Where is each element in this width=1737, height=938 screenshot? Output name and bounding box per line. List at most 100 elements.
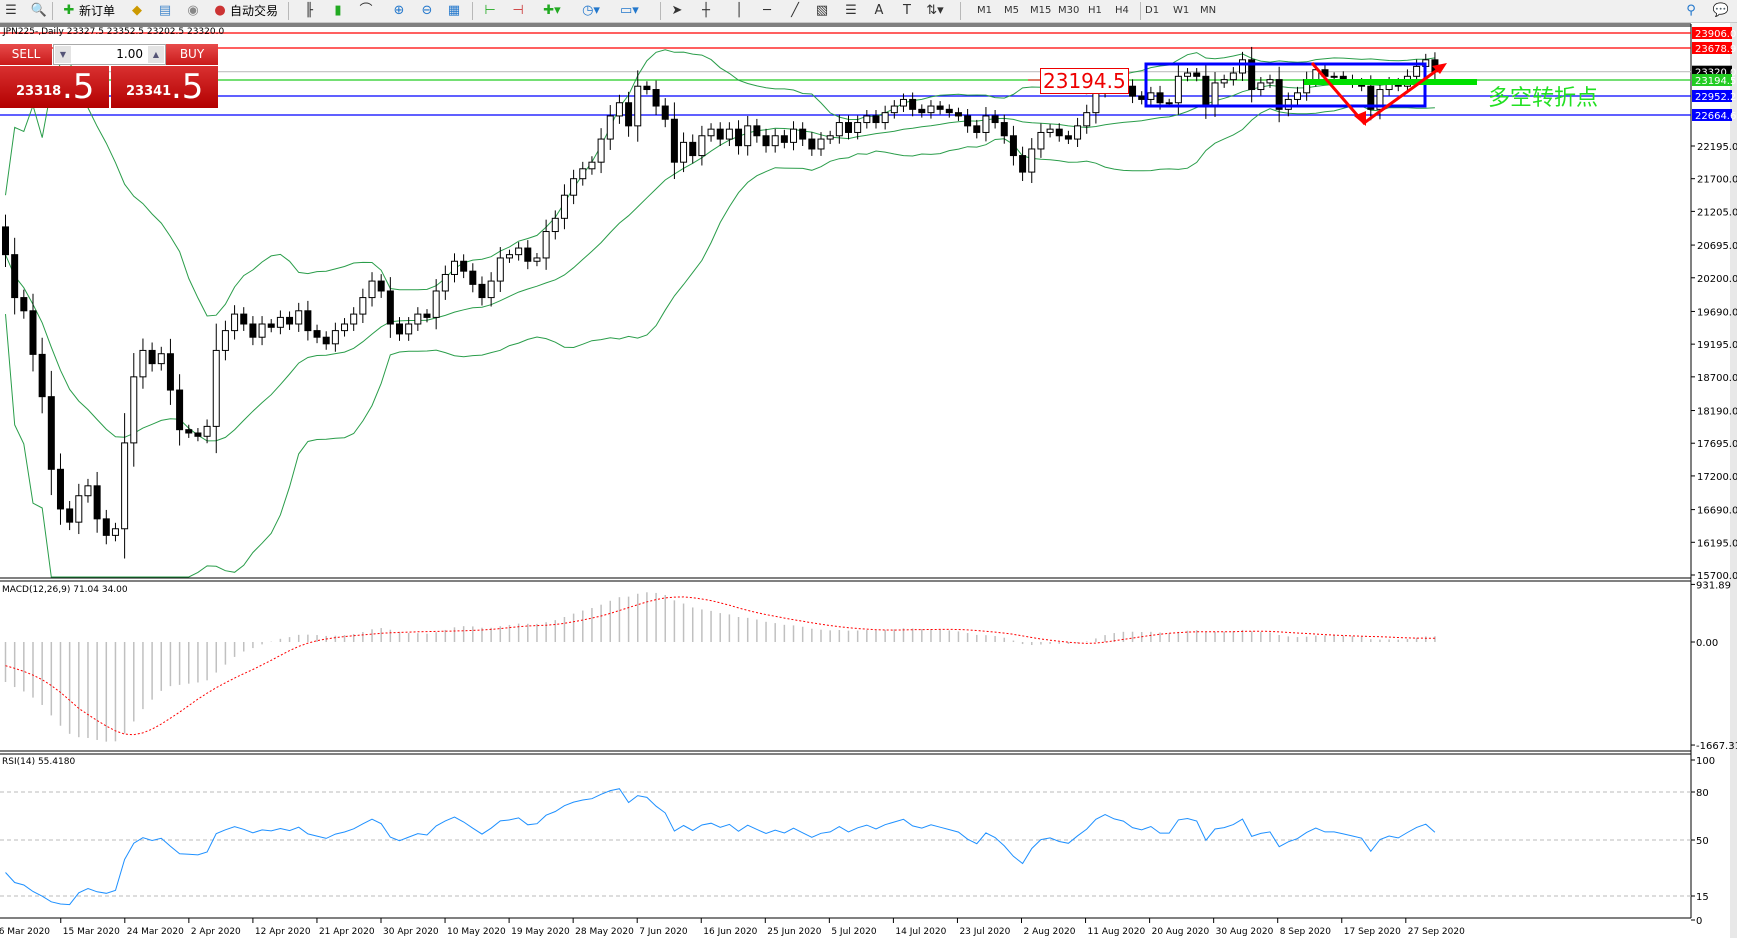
navigator-icon[interactable]: 🔍 [30,3,48,18]
time-tick-label: 12 Apr 2020 [255,927,311,937]
signals-icon[interactable]: ◉ [187,3,199,18]
time-tick-label: 24 Mar 2020 [127,927,184,937]
candle-bear [386,290,394,325]
candle-bear [469,270,477,285]
annotations[interactable] [1028,62,1477,126]
level-label-bg [1692,89,1732,102]
zoom-in-icon[interactable]: ⊕ [393,3,405,18]
candle-bear [670,118,678,163]
candle-bull [606,115,614,140]
arrow-up-head [1432,63,1447,74]
price-label-annotation[interactable]: 23194.5 [1040,68,1129,94]
search-icon[interactable]: ⚲ [1686,3,1696,18]
timeframe-m5[interactable]: M5 [1004,5,1019,16]
timeframe-m30[interactable]: M30 [1058,5,1080,16]
annotation-level-bar[interactable] [1304,79,1477,85]
metaeditor-icon[interactable]: ◆ [132,3,142,18]
candle-bear [11,254,19,299]
chart-shift-icon[interactable]: ⊣ [512,3,524,18]
volume-input[interactable]: 1.00 [116,47,143,61]
timeframe-h1[interactable]: H1 [1088,5,1102,16]
fibo-channel-icon[interactable]: ▧ [815,3,829,18]
line-chart-icon[interactable]: ⌒ [359,3,373,18]
buy-price-tail: .5 [171,67,204,107]
price-tick-label: 19690.0 [1697,307,1737,318]
auto-trading-icon[interactable]: ● [214,3,226,18]
indicators-icon[interactable]: ✚▾ [543,3,561,18]
auto-scroll-icon[interactable]: ⊢ [484,3,496,18]
volume-increase-button[interactable]: ▲ [148,46,164,63]
candle-bear [808,138,816,150]
timeframe-d1[interactable]: D1 [1145,5,1160,16]
toolbar-separator [288,2,289,20]
candle-bear [20,297,28,312]
bar-chart-icon[interactable]: ╟ [305,3,313,18]
candle-bear [1248,59,1256,91]
candle-bull [139,349,147,378]
timeframe-mn[interactable]: MN [1200,5,1217,16]
time-tick-label: 10 May 2020 [447,927,506,937]
market-watch-icon[interactable]: ☰ [5,3,17,18]
buy-button[interactable]: BUY [166,44,218,65]
chart-background [0,23,1737,938]
candle-bear [93,485,101,520]
fibo-retracement-icon[interactable]: ☰ [845,3,857,18]
crosshair-icon[interactable]: ┼ [702,3,710,18]
time-axis: 6 Mar 2020 15 Mar 2020 24 Mar 2020 2 Apr 20… [0,918,1465,937]
text-icon[interactable]: A [874,3,884,18]
candle-bull [597,138,605,163]
trend-reversal-note[interactable]: 多空转折点 [1488,86,1599,111]
time-tick-label: 2 Aug 2020 [1024,927,1076,937]
time-tick-label: 21 Apr 2020 [319,927,375,937]
timeframe-m15[interactable]: M15 [1030,5,1052,16]
cursor-icon[interactable]: ➤ [671,3,683,18]
right-scroll-strip[interactable] [1730,23,1737,938]
timeframe-w1[interactable]: W1 [1173,5,1190,16]
time-tick-label: 30 Apr 2020 [383,927,439,937]
periods-icon[interactable]: ◷▾ [582,3,600,18]
time-tick-label: 2 Apr 2020 [191,927,241,937]
templates-icon[interactable]: ▭▾ [620,3,639,18]
tile-windows-icon[interactable]: ▦ [447,3,461,18]
history-icon[interactable]: ▤ [158,3,172,18]
timeframe-h4[interactable]: H4 [1115,5,1129,16]
time-tick-label: 27 Sep 2020 [1408,927,1465,937]
level-label: 22952.2 [1695,92,1736,103]
candle-bear [652,89,660,107]
candle-bull [432,290,440,318]
sell-price-button[interactable]: 23318 .5 [0,66,109,108]
buy-price-button[interactable]: 23341 .5 [111,66,218,108]
volume-decrease-button[interactable]: ▼ [55,46,71,63]
zoom-out-icon[interactable]: ⊖ [421,3,433,18]
candle-bear [716,128,724,140]
auto-trading-button[interactable]: 自动交易 [230,4,279,18]
candle-bear [909,98,917,110]
vertical-line-icon[interactable]: │ [735,3,743,18]
trendline-icon[interactable]: ╱ [791,3,799,18]
bollinger-upper [5,49,1435,317]
timeframe-m1[interactable]: M1 [977,5,992,16]
candle-bull [212,349,220,427]
toolbar-separator [472,2,473,20]
candle-bull [1376,89,1384,110]
candle-bear [194,432,202,437]
level-label: 23320.0 [1695,68,1736,79]
candlestick-icon[interactable]: ▮ [334,3,342,18]
candle-bull [515,247,523,256]
horizontal-levels[interactable] [0,32,1691,116]
candle-bear [936,105,944,110]
horizontal-line-icon[interactable]: ─ [763,3,771,18]
new-order-icon[interactable]: ✚ [63,3,75,18]
candle-bull [258,323,266,338]
chat-icon[interactable]: 💬 [1712,3,1730,18]
arrows-icon[interactable]: ⇅▾ [926,3,944,18]
text-label-icon[interactable]: T [903,3,911,18]
price-tick-label: 20695.0 [1697,241,1737,252]
volume-stepper[interactable]: ▼ 1.00 ▲ [53,44,166,65]
candle-bull [551,217,559,233]
sell-button[interactable]: SELL [0,44,52,65]
candle-bear [1064,135,1072,140]
candle-bear [423,313,431,318]
new-order-button[interactable]: 新订单 [79,4,116,18]
